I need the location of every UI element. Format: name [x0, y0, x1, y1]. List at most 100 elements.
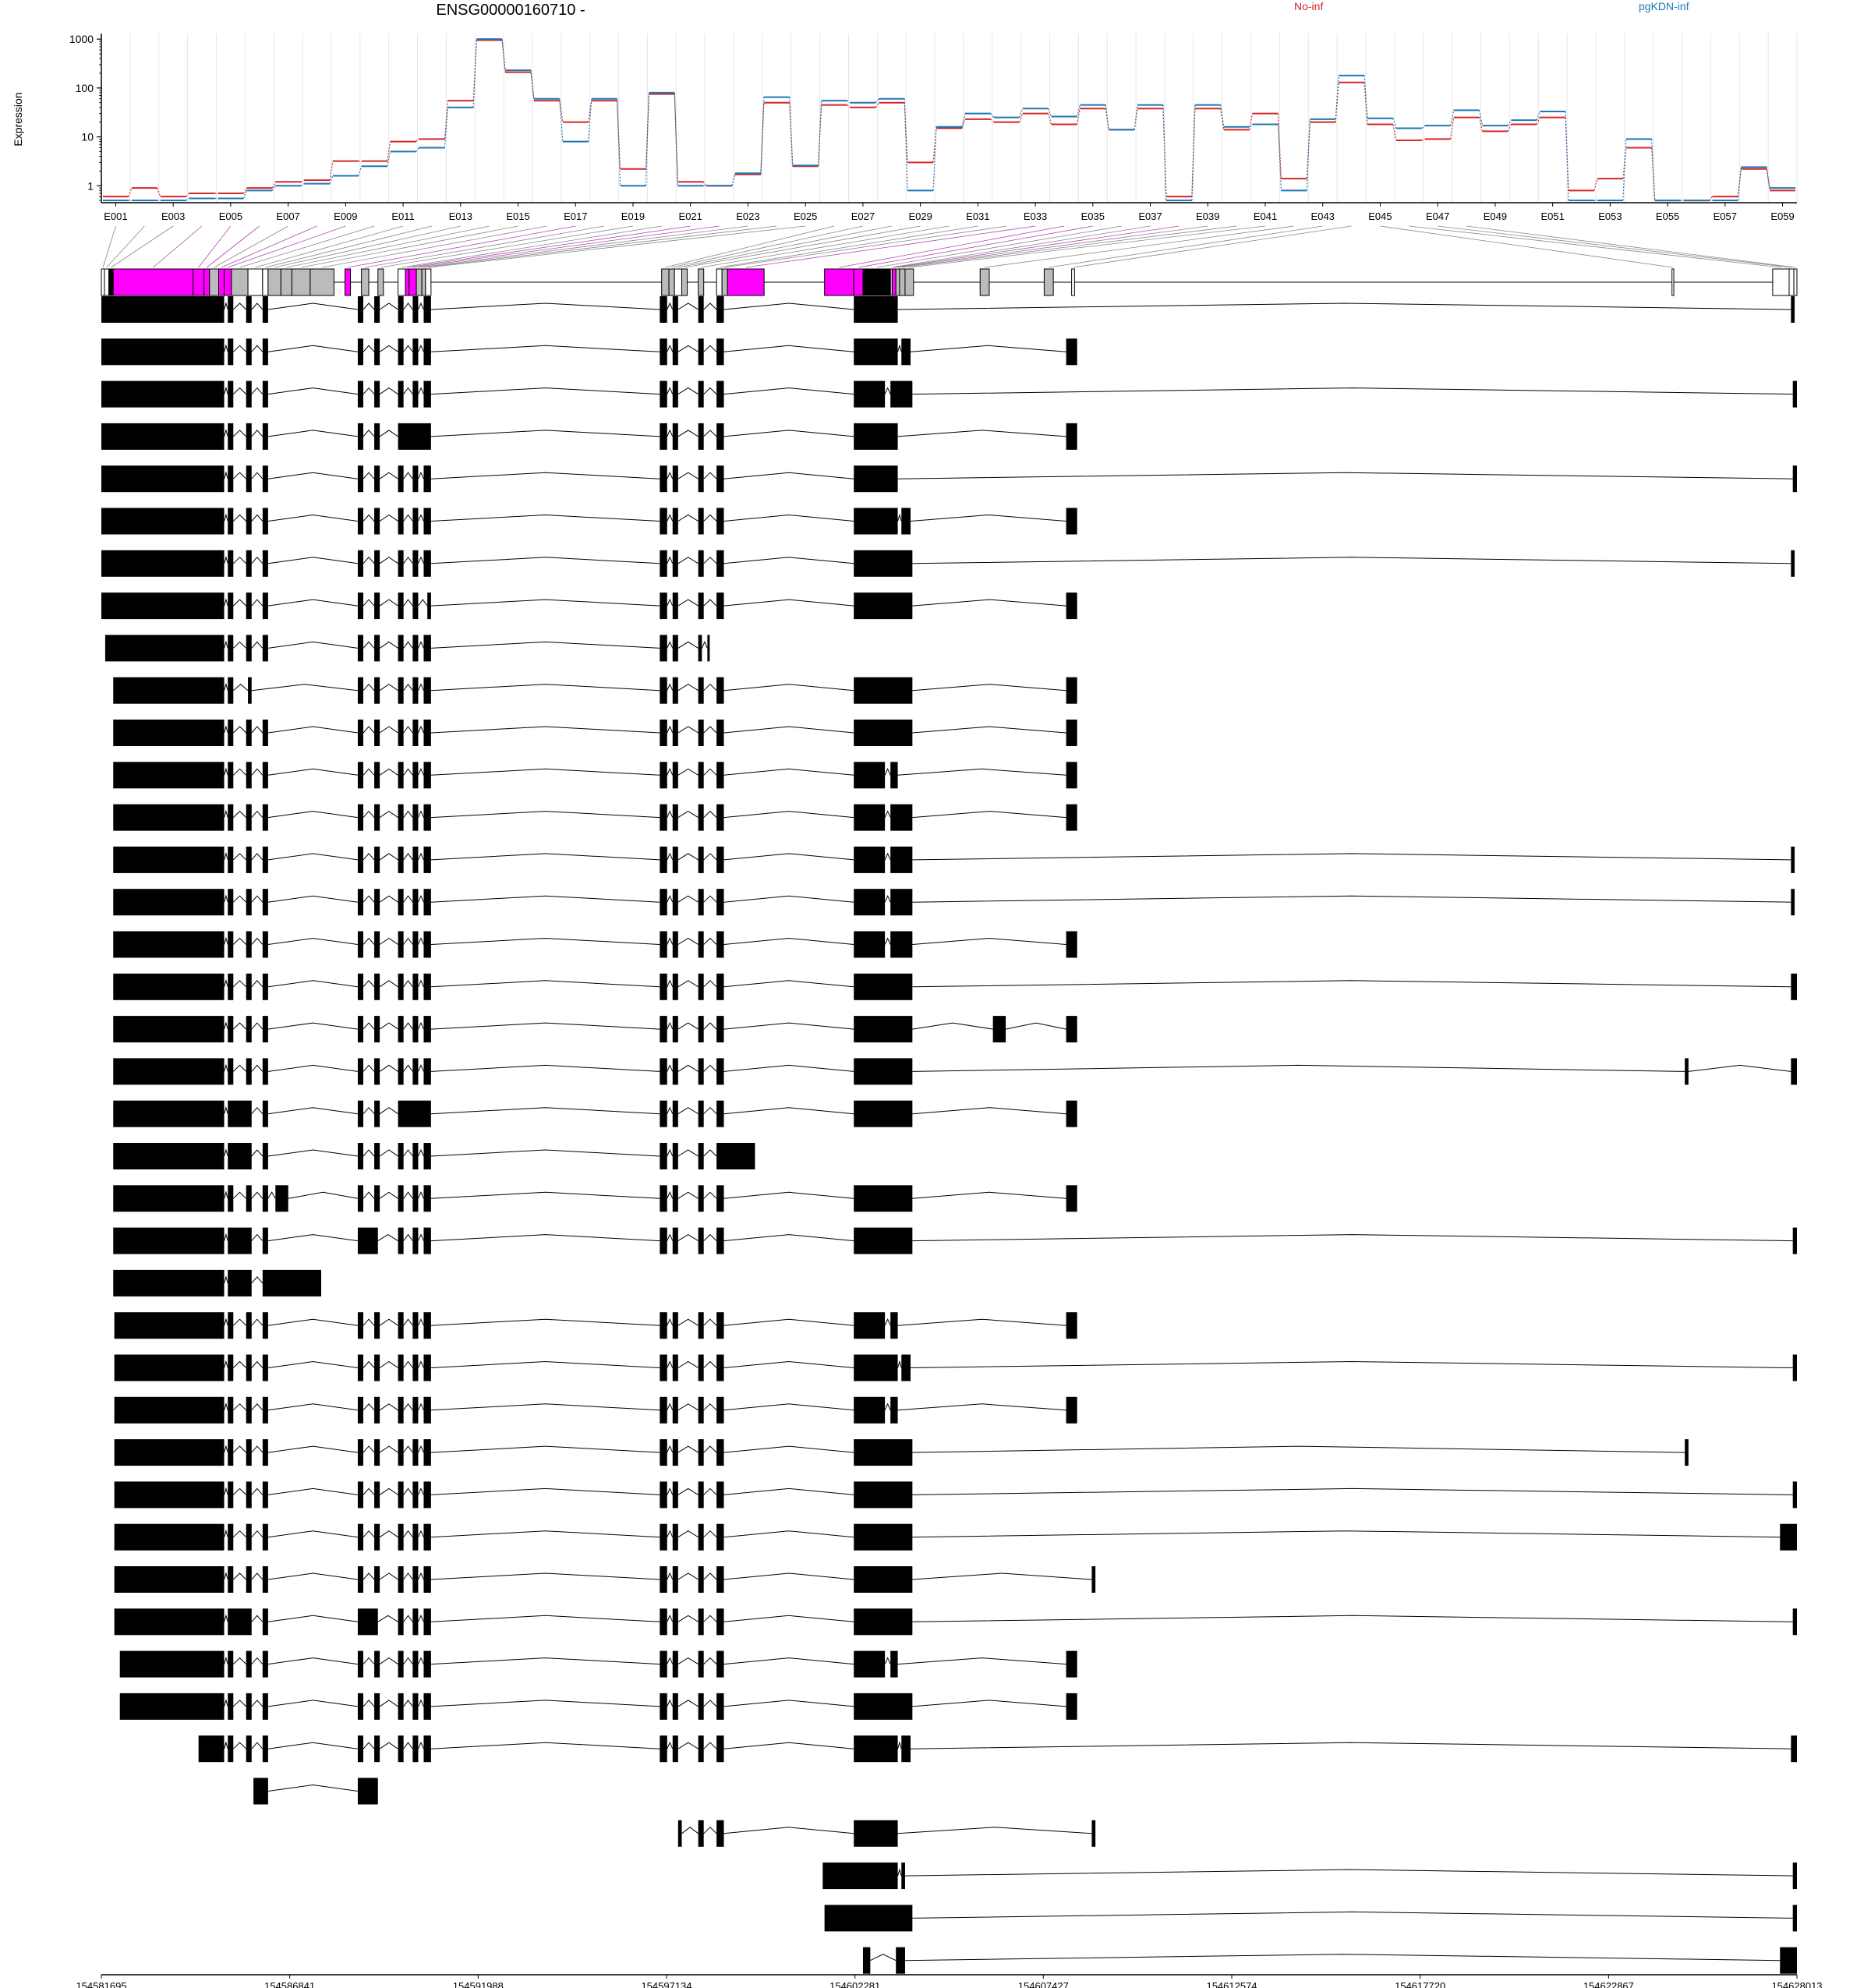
transcript-intron	[904, 1954, 1781, 1961]
transcript-exon	[660, 1735, 667, 1763]
transcript-exon	[374, 1312, 380, 1339]
transcript-intron	[912, 557, 1791, 564]
transcript-intron	[379, 1107, 398, 1115]
transcript-exon	[423, 338, 431, 366]
transcript-intron	[430, 726, 660, 734]
transcript-exon	[660, 1100, 667, 1127]
transcript-intron	[403, 302, 413, 310]
transcript-exon	[677, 1820, 682, 1847]
transcript-exon	[412, 1439, 419, 1466]
transcript-intron	[232, 557, 247, 564]
exon-connector	[902, 225, 1237, 268]
gene-model-exon	[193, 268, 205, 296]
transcript-intron	[912, 853, 1791, 861]
transcript-exon	[246, 762, 252, 789]
transcript-exon	[374, 1439, 380, 1466]
transcript-exon	[101, 593, 225, 620]
transcript-exon	[1792, 1862, 1797, 1890]
transcript-exon	[901, 508, 911, 535]
transcript-exon	[374, 423, 380, 450]
transcript-intron	[403, 1191, 413, 1199]
transcript-intron	[723, 1530, 854, 1538]
transcript-exon	[698, 889, 704, 916]
transcript-intron	[417, 1741, 424, 1749]
transcript-exon	[113, 1227, 225, 1254]
transcript-exon	[1091, 1820, 1096, 1847]
transcript-intron	[379, 853, 398, 861]
transcript-exon	[262, 1693, 268, 1720]
transcript-intron	[403, 1233, 413, 1241]
transcript-intron	[232, 1191, 247, 1199]
transcript-intron	[417, 1699, 424, 1707]
transcript-exon	[716, 338, 724, 366]
transcript-intron	[667, 683, 674, 691]
transcript-intron	[379, 1487, 398, 1495]
transcript-exon	[660, 465, 667, 493]
transcript-exon	[672, 550, 678, 577]
transcript-intron	[224, 1403, 228, 1410]
transcript-exon	[854, 1100, 913, 1127]
transcript-intron	[667, 1233, 674, 1241]
transcript-exon	[412, 720, 419, 746]
transcript-exon	[412, 931, 419, 958]
exon-connector	[206, 225, 260, 268]
transcript-intron	[403, 1615, 413, 1622]
transcript-intron	[363, 599, 375, 607]
transcript-exon	[398, 1439, 404, 1466]
transcript-intron	[363, 302, 375, 310]
transcript-intron	[403, 768, 413, 776]
transcript-exon	[412, 973, 419, 1000]
transcript-intron	[430, 514, 660, 522]
transcript-exon	[246, 1650, 252, 1678]
transcript-exon	[862, 1947, 871, 1974]
transcript-intron	[251, 1064, 263, 1072]
transcript-exon	[698, 846, 704, 873]
transcript-exon	[1066, 720, 1077, 746]
transcript-intron	[379, 387, 398, 395]
transcript-exon	[698, 762, 704, 789]
transcript-exon	[1792, 465, 1797, 493]
transcript-exon	[660, 1227, 667, 1254]
transcript-exon	[660, 1143, 667, 1169]
transcript-intron	[417, 725, 424, 734]
transcript-exon	[423, 804, 431, 831]
transcript-intron	[267, 302, 359, 310]
exon-connector	[221, 225, 317, 268]
transcript-intron	[430, 1572, 660, 1580]
transcript-intron	[703, 1403, 717, 1411]
transcript-intron	[1688, 1064, 1791, 1072]
transcript-intron	[723, 980, 854, 988]
transcript-exon	[660, 846, 667, 873]
transcript-exon	[854, 338, 898, 366]
transcript-intron	[430, 345, 660, 352]
gene-model-exon	[108, 268, 114, 296]
transcript-exon	[228, 1016, 234, 1043]
transcript-exon	[672, 338, 678, 366]
gene-model-exon	[668, 268, 675, 296]
transcript-exon	[374, 804, 380, 831]
transcript-exon	[716, 1566, 724, 1593]
gene-model-exon	[262, 268, 269, 296]
transcript-exon	[716, 465, 724, 493]
transcript-exon	[228, 1185, 234, 1212]
transcript-exon	[716, 720, 724, 746]
transcript-intron	[379, 557, 398, 564]
exon-connector	[1438, 225, 1792, 268]
transcript-intron	[379, 768, 398, 776]
transcript-intron	[430, 1742, 660, 1749]
transcript-exon	[698, 1650, 704, 1678]
transcript-exon	[228, 1693, 234, 1720]
transcript-exon	[374, 508, 380, 535]
transcript-exon	[660, 1693, 667, 1720]
transcript-exon	[854, 804, 886, 831]
transcript-intron	[363, 557, 375, 564]
transcript-exon	[660, 1439, 667, 1466]
transcript-exon	[228, 423, 234, 450]
transcript-exon	[854, 1820, 898, 1847]
transcript-exon	[113, 931, 225, 958]
transcript-exon	[262, 1312, 268, 1339]
transcript-exon	[262, 1439, 268, 1466]
transcript-intron	[703, 726, 717, 734]
transcript-exon	[890, 1312, 898, 1339]
